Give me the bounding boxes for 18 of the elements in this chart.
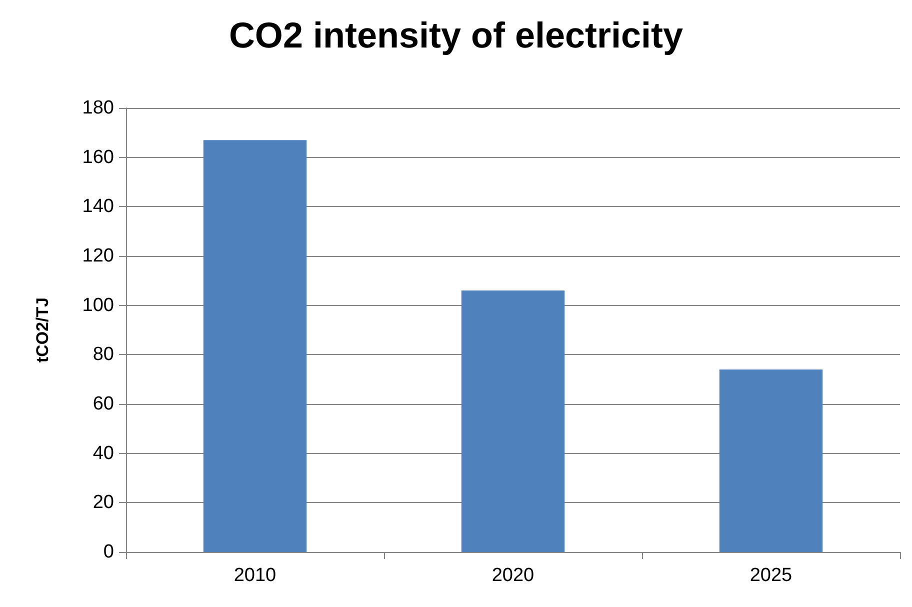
y-tick-label: 80 xyxy=(92,344,114,366)
y-tick-label: 0 xyxy=(103,542,114,562)
y-tick-label: 140 xyxy=(82,196,114,218)
y-tick-label: 100 xyxy=(82,294,114,316)
y-tick-label: 40 xyxy=(92,442,114,464)
chart-title: CO2 intensity of electricity xyxy=(228,14,684,56)
x-tick-label: 2025 xyxy=(750,565,792,586)
y-tick-label: 20 xyxy=(92,492,114,514)
y-tick-label: 160 xyxy=(82,146,114,168)
bar xyxy=(719,369,823,552)
bar xyxy=(461,290,565,552)
x-tick-label: 2010 xyxy=(234,565,276,586)
bar xyxy=(203,140,307,552)
y-tick-label: 60 xyxy=(92,394,114,414)
x-tick-label: 2020 xyxy=(492,565,534,586)
y-axis-title: tCO2/TJ xyxy=(33,297,52,363)
y-tick-label: 180 xyxy=(82,98,114,118)
y-tick-label: 120 xyxy=(82,246,114,266)
